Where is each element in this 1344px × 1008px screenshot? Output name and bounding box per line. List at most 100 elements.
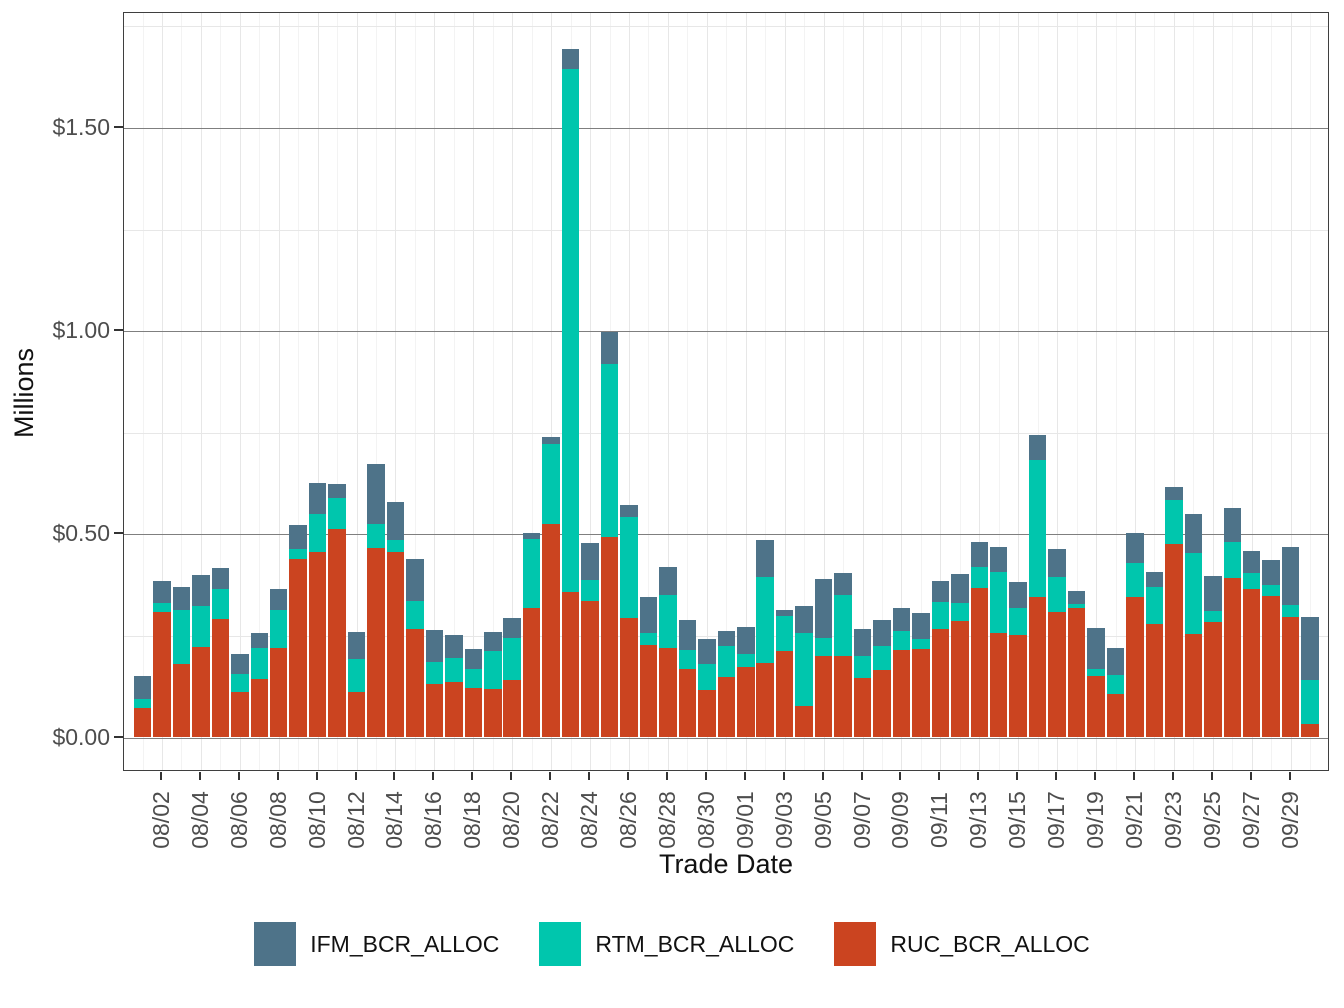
segment-ruc bbox=[1165, 543, 1183, 738]
segment-rtm bbox=[328, 497, 346, 530]
stacked-bar-08/05 bbox=[211, 567, 230, 738]
stacked-bar-08/18 bbox=[464, 648, 483, 738]
stacked-bar-09/24 bbox=[1184, 513, 1203, 738]
x-tick bbox=[1016, 771, 1019, 780]
stacked-bar-09/29 bbox=[1281, 546, 1300, 738]
x-tick-label: 09/25 bbox=[1198, 791, 1225, 849]
segment-ifm bbox=[834, 572, 852, 595]
segment-ifm bbox=[659, 566, 677, 595]
segment-ifm bbox=[775, 609, 794, 616]
v-gridline bbox=[200, 13, 202, 770]
stacked-bar-09/21 bbox=[1126, 532, 1144, 738]
x-tick-label: 09/07 bbox=[848, 791, 875, 849]
x-tick-label: 09/17 bbox=[1043, 791, 1070, 849]
legend-item: RUC_BCR_ALLOC bbox=[834, 922, 1090, 966]
v-gridline bbox=[804, 13, 806, 770]
h-gridline-major bbox=[124, 534, 1328, 536]
y-tick-label: $1.00 bbox=[52, 317, 110, 344]
x-tick bbox=[665, 771, 668, 780]
stacked-bar-09/16 bbox=[1028, 434, 1047, 738]
segment-ruc bbox=[153, 612, 171, 738]
v-gridline bbox=[414, 13, 416, 770]
segment-ifm bbox=[795, 605, 813, 633]
segment-ruc bbox=[892, 650, 911, 738]
segment-ruc bbox=[737, 666, 755, 738]
segment-rtm bbox=[853, 655, 872, 678]
segment-ifm bbox=[873, 620, 891, 647]
x-tick bbox=[315, 771, 318, 780]
h-gridline-minor bbox=[124, 229, 1328, 231]
v-gridline bbox=[337, 13, 339, 770]
segment-rtm bbox=[445, 657, 463, 682]
segment-ruc bbox=[386, 551, 405, 738]
segment-ifm bbox=[328, 483, 346, 498]
segment-ifm bbox=[1262, 560, 1280, 585]
segment-rtm bbox=[1028, 459, 1047, 597]
v-gridline bbox=[726, 13, 728, 770]
segment-ruc bbox=[620, 617, 638, 738]
v-gridline bbox=[278, 13, 280, 770]
segment-ifm bbox=[989, 546, 1008, 573]
segment-ifm bbox=[367, 463, 385, 524]
stacked-bar-08/29 bbox=[678, 620, 697, 738]
segment-ifm bbox=[639, 597, 658, 633]
segment-ifm bbox=[698, 638, 716, 664]
segment-ifm bbox=[445, 635, 463, 658]
v-gridline bbox=[356, 13, 358, 770]
segment-ifm bbox=[1048, 548, 1066, 577]
stacked-bar-09/02 bbox=[756, 539, 774, 738]
segment-rtm bbox=[931, 601, 950, 629]
v-gridline bbox=[142, 13, 144, 770]
stacked-bar-08/20 bbox=[503, 617, 521, 738]
y-tick bbox=[114, 735, 123, 738]
stacked-bar-09/26 bbox=[1223, 507, 1241, 738]
x-tick-label: 08/10 bbox=[303, 791, 330, 849]
segment-ifm bbox=[678, 620, 697, 650]
segment-rtm bbox=[775, 615, 794, 651]
segment-rtm bbox=[970, 566, 989, 588]
v-gridline bbox=[1173, 13, 1175, 770]
stacked-bar-09/23 bbox=[1165, 486, 1183, 738]
segment-ruc bbox=[347, 692, 366, 738]
segment-rtm bbox=[1262, 584, 1280, 596]
stacked-bar-08/13 bbox=[367, 463, 385, 738]
v-gridline bbox=[1271, 13, 1273, 770]
segment-ifm bbox=[951, 573, 969, 603]
segment-ifm bbox=[406, 558, 424, 602]
ruc-swatch bbox=[834, 922, 877, 966]
segment-ruc bbox=[1281, 616, 1300, 738]
stacked-bar-09/15 bbox=[1009, 581, 1027, 738]
v-gridline bbox=[239, 13, 241, 770]
segment-ifm bbox=[211, 567, 230, 589]
stacked-bar-08/04 bbox=[192, 574, 210, 738]
v-gridline bbox=[317, 13, 319, 770]
v-gridline bbox=[1310, 13, 1312, 770]
segment-ruc bbox=[698, 689, 716, 738]
stacked-bar-08/07 bbox=[250, 632, 268, 738]
segment-rtm bbox=[192, 605, 210, 648]
x-tick bbox=[704, 771, 707, 780]
v-gridline bbox=[706, 13, 708, 770]
segment-ifm bbox=[1242, 550, 1261, 573]
segment-rtm bbox=[1204, 610, 1222, 622]
segment-ruc bbox=[211, 618, 230, 738]
segment-rtm bbox=[425, 661, 444, 684]
stacked-bar-08/12 bbox=[347, 632, 366, 738]
segment-rtm bbox=[756, 576, 774, 663]
stacked-bar-09/22 bbox=[1145, 571, 1164, 738]
segment-ifm bbox=[814, 579, 833, 638]
segment-ruc bbox=[678, 668, 697, 738]
segment-ifm bbox=[581, 542, 599, 580]
y-axis-title: Millions bbox=[9, 347, 39, 439]
segment-ruc bbox=[503, 679, 521, 738]
segment-rtm bbox=[581, 579, 599, 601]
segment-ruc bbox=[1242, 589, 1261, 738]
x-tick-label: 09/05 bbox=[809, 791, 836, 849]
v-gridline bbox=[1154, 13, 1156, 770]
segment-ifm bbox=[192, 574, 210, 606]
x-tick bbox=[743, 771, 746, 780]
segment-ifm bbox=[1223, 507, 1241, 542]
x-tick bbox=[1094, 771, 1097, 780]
segment-ruc bbox=[717, 676, 736, 738]
